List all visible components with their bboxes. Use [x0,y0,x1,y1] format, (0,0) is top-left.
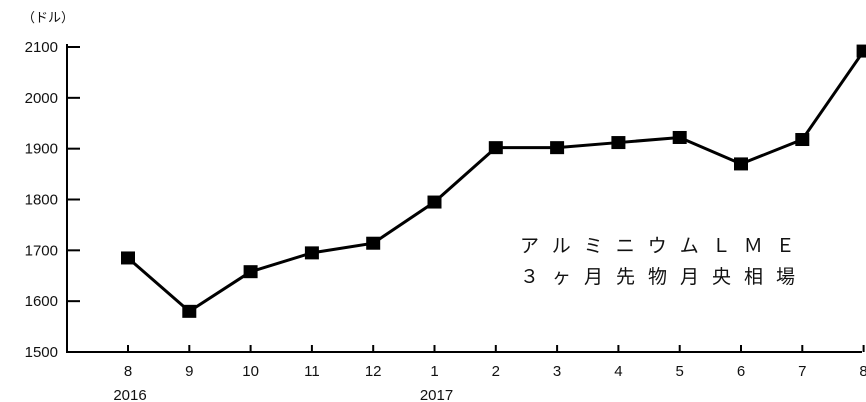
year-label: 2017 [420,387,453,402]
data-point-marker [304,246,319,260]
y-tick-label: 2100 [25,39,58,56]
y-tick-label: 1900 [25,141,58,158]
x-tick-label: 3 [553,363,561,380]
y-ticks: 1500 1600 1700 1800 1900 2000 2100 [25,39,80,361]
data-point-marker [856,44,866,58]
x-ticks: 8 9 10 11 12 1 2 3 4 5 6 7 8 [124,345,866,380]
data-point-marker [795,133,810,147]
x-tick-label: 2 [492,363,500,380]
data-point-marker [243,265,258,279]
x-tick-label: 5 [676,363,684,380]
data-point-marker [121,251,135,265]
y-tick-label: 2000 [25,90,58,107]
data-point-marker [550,141,565,155]
y-tick-label: 1600 [25,293,58,310]
annotation-line-2: ３ヶ月先物月央相場 [520,266,808,288]
x-tick-label: 8 [124,363,132,380]
x-tick-label: 9 [185,363,193,380]
year-label: 2016 [113,387,146,402]
x-tick-label: 1 [430,363,438,380]
data-point-marker [488,141,503,155]
year-labels: 2016 2017 [113,387,453,402]
x-tick-label: 6 [737,363,745,380]
data-point-marker [366,236,381,250]
data-point-marker [182,304,197,318]
y-tick-label: 1700 [25,242,58,259]
x-tick-label: 12 [365,363,382,380]
x-tick-label: 4 [614,363,622,380]
series-group [121,44,866,318]
data-point-marker [427,195,442,209]
y-tick-label: 1800 [25,192,58,209]
x-tick-label: 11 [304,363,320,380]
annotation-line-1: アルミニウムＬＭＥ [520,235,808,257]
x-tick-label: 10 [242,363,259,380]
data-point-marker [672,130,687,144]
x-tick-label: 8 [859,363,866,380]
data-point-marker [734,157,748,171]
x-tick-label: 7 [798,363,806,380]
data-point-marker [611,136,626,150]
y-tick-label: 1500 [25,344,58,361]
y-axis-unit-label: （ドル） [22,11,74,26]
annotation: アルミニウムＬＭＥ ３ヶ月先物月央相場 [520,235,808,288]
